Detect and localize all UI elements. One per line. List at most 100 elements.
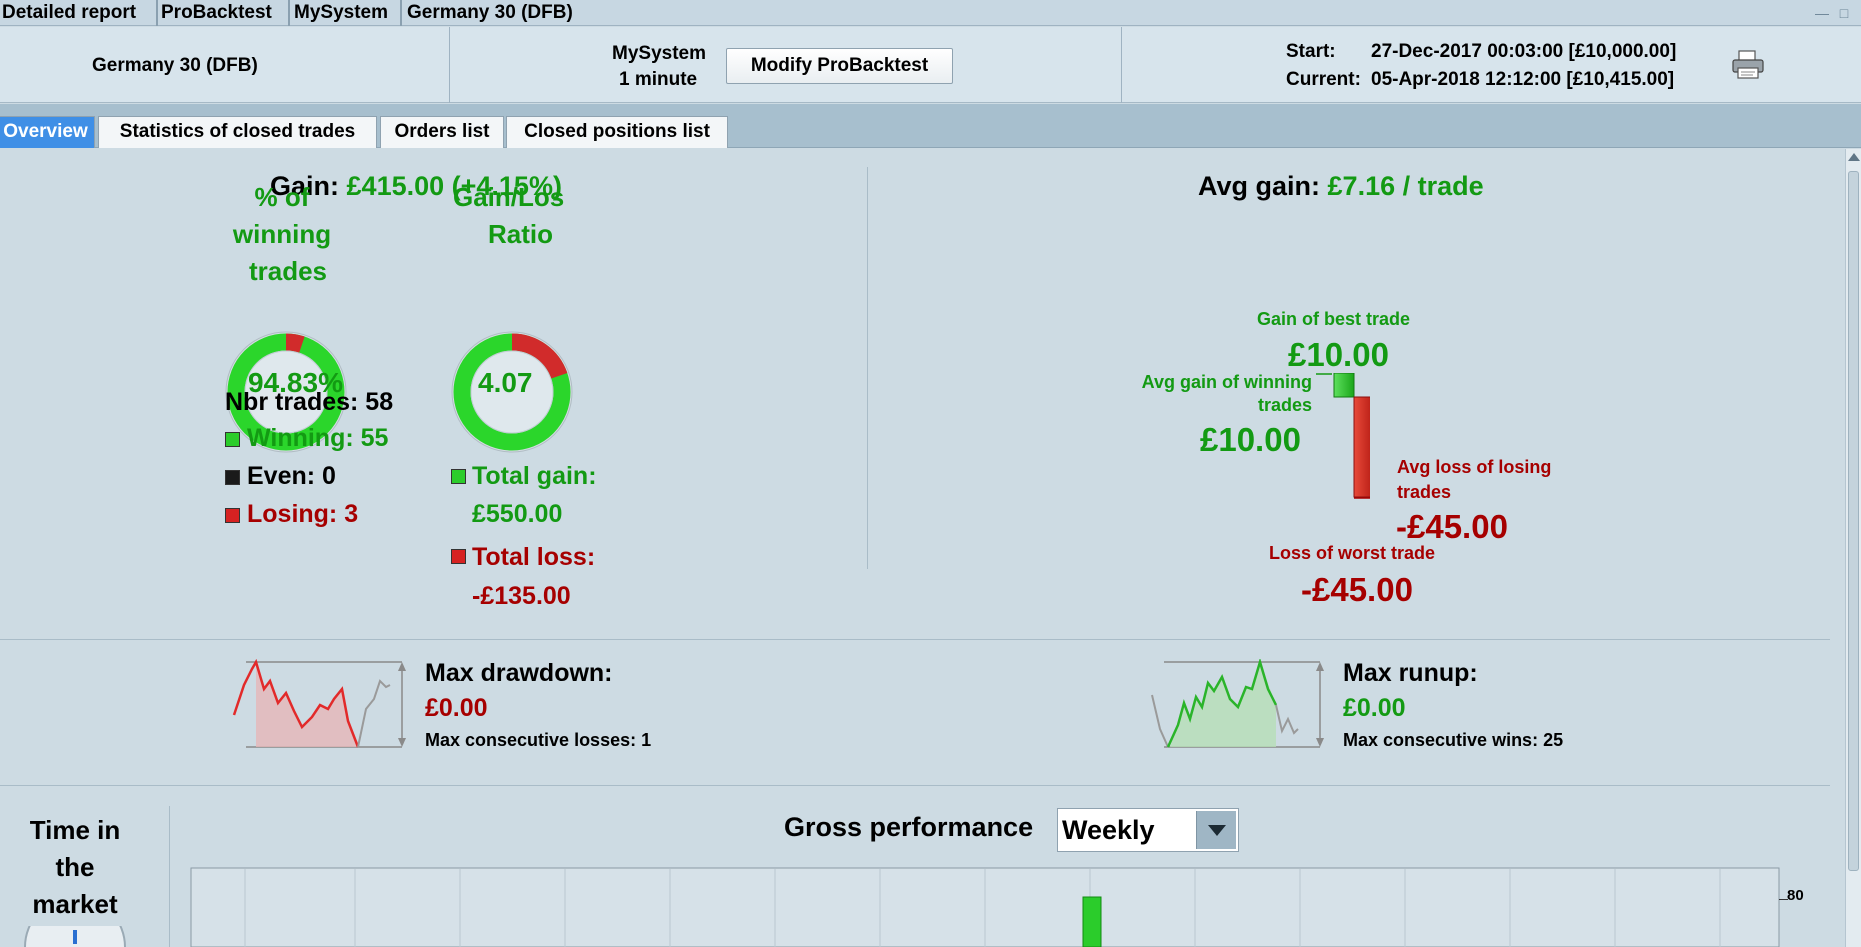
header-divider [1121, 27, 1122, 103]
gl-ratio-title-line: Gain/Los [453, 182, 565, 212]
winning-pct-title-line: % of [254, 182, 310, 212]
winning-legend-swatch [225, 432, 240, 447]
avg-gain-summary: Avg gain: £7.16 / trade [1198, 171, 1484, 202]
breadcrumb-separator [400, 0, 402, 26]
section-divider [867, 167, 868, 569]
breadcrumb-item-instrument[interactable]: Germany 30 (DFB) [407, 2, 573, 23]
nbr-trades: Nbr trades: 58 [225, 388, 394, 416]
winning-pct-title-line: trades [248, 256, 328, 286]
tab-closed-positions-list[interactable]: Closed positions list [506, 116, 728, 148]
total-loss-label: Total loss: [472, 543, 596, 571]
max-consecutive-losses: Max consecutive losses: 1 [425, 730, 652, 750]
gl-ratio-donut [451, 331, 573, 453]
winning-count: Winning: 55 [247, 424, 389, 452]
tab-orders-list[interactable]: Orders list [380, 116, 504, 148]
window-controls: — □ [1813, 4, 1861, 22]
printer-icon[interactable] [1731, 50, 1765, 80]
gl-ratio-title: Gain/Los Ratio [443, 179, 613, 253]
winning-pct-title: % of winning trades [212, 179, 352, 290]
gl-ratio-title-line: Ratio [488, 219, 553, 249]
best-trade-label: Gain of best trade [1257, 309, 1411, 329]
gain-label: Gain: [270, 171, 340, 201]
time-in-market-title: Time in the market [5, 812, 145, 923]
gross-performance-chart [190, 867, 1780, 947]
breadcrumb-separator [288, 0, 290, 26]
total-gain-label: Total gain: [472, 462, 597, 490]
report-header: Germany 30 (DFB) MySystem 1 minute Modif… [0, 27, 1861, 103]
section-divider [169, 806, 170, 947]
axis-tick-label: 80 [1787, 887, 1804, 904]
donut-loss-arc [227, 333, 345, 451]
drawdown-sparkline [232, 659, 406, 748]
even-legend-swatch [225, 470, 240, 485]
start-label: Start: [1286, 41, 1336, 62]
avg-win-label-line: trades [1257, 395, 1312, 415]
avg-loss-label-line: trades [1397, 482, 1452, 502]
breadcrumb-item-probacktest[interactable]: ProBacktest [161, 2, 272, 23]
minimize-icon[interactable]: — [1815, 5, 1829, 21]
avg-loss-bar [1353, 396, 1370, 498]
max-runup-title: Max runup: [1343, 659, 1478, 687]
max-drawdown-title: Max drawdown: [425, 659, 613, 687]
max-runup-value: £0.00 [1343, 694, 1406, 722]
losing-count: Losing: 3 [247, 500, 359, 528]
avg-win-bar [1333, 373, 1355, 398]
scroll-up-icon[interactable] [1848, 153, 1860, 161]
tab-statistics-of-closed-trades[interactable]: Statistics of closed trades [98, 116, 377, 148]
period-select-value: Weekly [1062, 815, 1155, 845]
avg-gain-value: £7.16 / trade [1327, 171, 1484, 201]
total-loss-swatch [451, 549, 466, 564]
time-in-market-title-line: the [55, 852, 95, 882]
section-divider [0, 785, 1830, 786]
total-gain-swatch [451, 469, 466, 484]
start-value: 27-Dec-2017 00:03:00 [£10,000.00] [1371, 41, 1677, 62]
avg-win-label-line: Avg gain of winning [1141, 372, 1312, 392]
gl-ratio-value: 4.07 [478, 367, 533, 398]
runup-sparkline [1151, 659, 1324, 748]
chevron-down-icon[interactable] [1196, 811, 1236, 849]
chart-bar [1082, 896, 1102, 947]
avg-loss-label: Avg loss of losing trades [1397, 455, 1551, 505]
avg-gain-loss-bars [1316, 373, 1370, 499]
current-value: 05-Apr-2018 12:12:00 [£10,415.00] [1371, 69, 1675, 90]
total-loss-value: -£135.00 [472, 582, 571, 610]
total-gain-value: £550.00 [472, 500, 563, 528]
period-select[interactable]: Weekly [1057, 808, 1239, 852]
overview-panel: Gain: £415.00 (+4.15%) % of winning trad… [0, 149, 1845, 947]
max-drawdown-value: £0.00 [425, 694, 488, 722]
instrument-name: Germany 30 (DFB) [92, 55, 258, 76]
gain-value: £415.00 (+4.15%) [346, 171, 562, 201]
winning-pct-title-line: winning [232, 219, 332, 249]
system-name: MySystem [612, 43, 706, 64]
avg-win-label: Avg gain of winning trades [1115, 371, 1312, 417]
winning-pct-value: 94.83% [248, 367, 343, 398]
winning-pct-donut [225, 331, 347, 453]
chart-gridlines [244, 869, 1721, 947]
restore-icon[interactable]: □ [1839, 5, 1849, 21]
tab-overview[interactable]: Overview [0, 116, 95, 148]
breadcrumb-item-mysystem[interactable]: MySystem [294, 2, 388, 23]
system-timeframe: 1 minute [619, 69, 698, 90]
axis-tick-mark [1779, 899, 1788, 900]
avg-win-value: £10.00 [1200, 421, 1301, 458]
time-in-market-title-line: Time in [29, 815, 121, 845]
section-divider [0, 639, 1830, 640]
avg-loss-label-line: Avg loss of losing [1397, 457, 1552, 477]
worst-trade-label: Loss of worst trade [1269, 543, 1436, 563]
avg-loss-value: -£45.00 [1396, 508, 1508, 545]
even-count: Even: 0 [247, 462, 336, 490]
gain-summary: Gain: £415.00 (+4.15%) [270, 171, 562, 202]
time-in-market-gauge [24, 926, 126, 947]
breadcrumb-separator [156, 0, 158, 26]
worst-trade-value: -£45.00 [1301, 571, 1413, 608]
report-tabs: Overview Statistics of closed trades Ord… [0, 104, 1861, 148]
breadcrumb-item-detailed-report[interactable]: Detailed report [2, 2, 137, 23]
scrollbar-thumb[interactable] [1848, 171, 1859, 871]
modify-probacktest-button[interactable]: Modify ProBacktest [726, 48, 953, 84]
losing-legend-swatch [225, 508, 240, 523]
donut-loss-arc [453, 333, 571, 451]
breadcrumb: Detailed report ProBacktest MySystem Ger… [0, 0, 1861, 26]
max-consecutive-wins: Max consecutive wins: 25 [1343, 730, 1564, 750]
vertical-scrollbar[interactable] [1845, 149, 1861, 947]
avg-gain-label: Avg gain: [1198, 171, 1321, 201]
